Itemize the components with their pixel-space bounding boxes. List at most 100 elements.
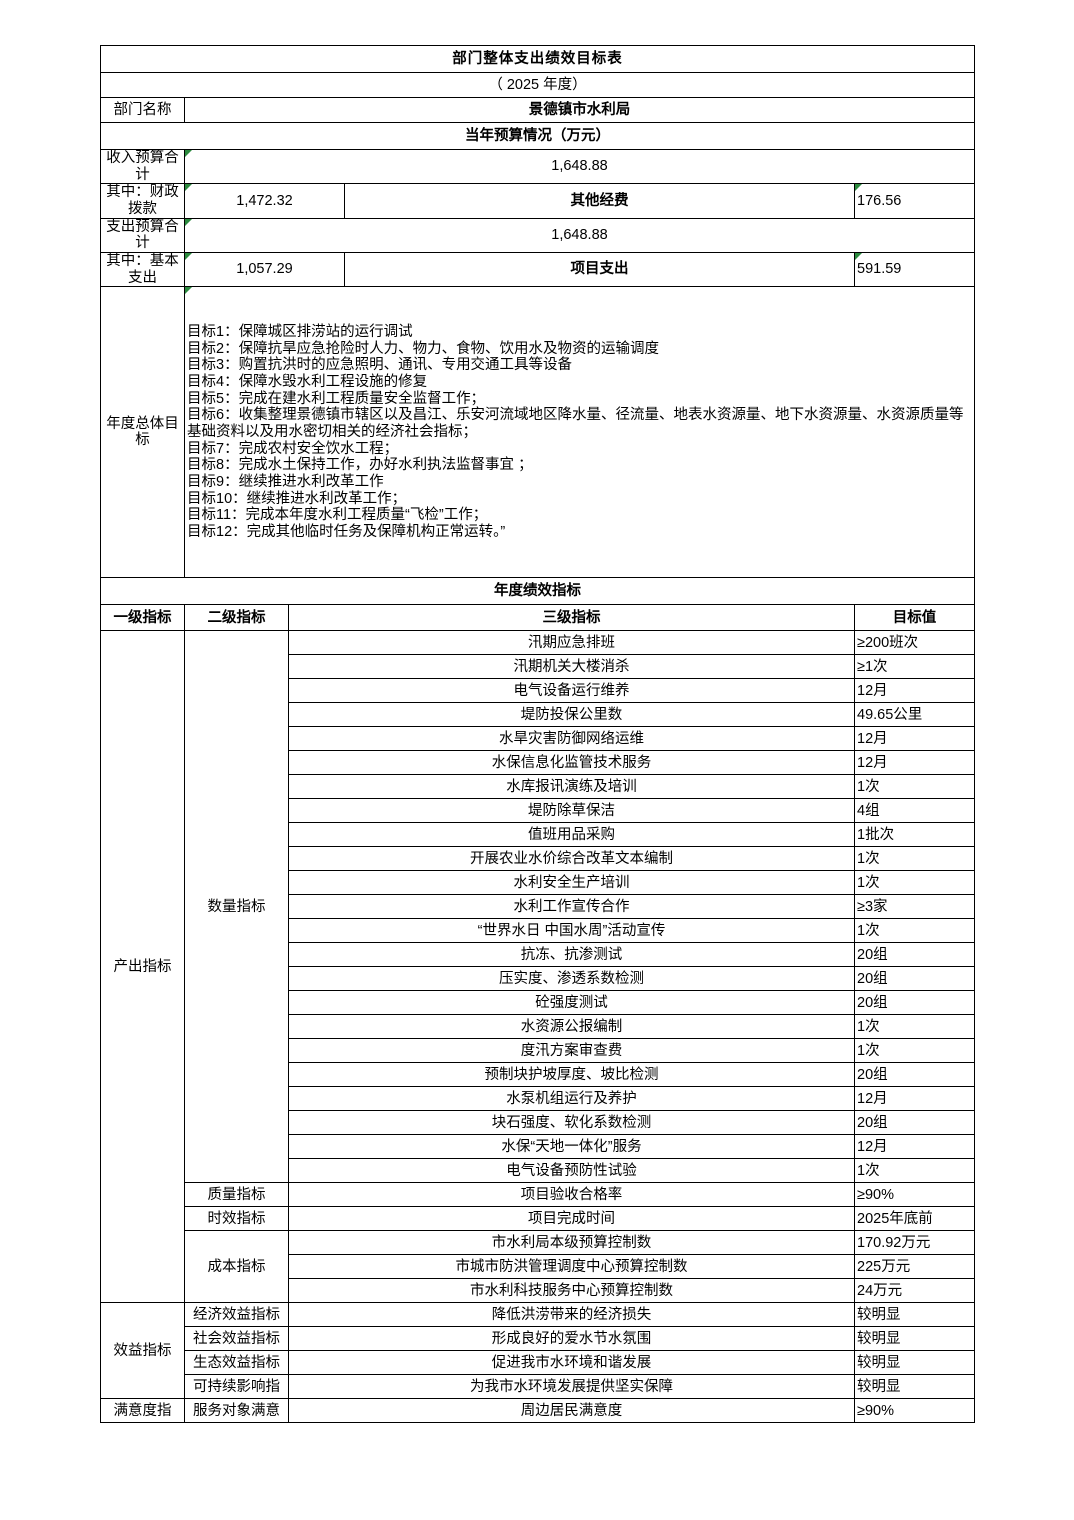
indicator-row: 水旱灾害防御网络运维 12月 xyxy=(101,726,975,752)
indicator-row: 水利安全生产培训 1次 xyxy=(101,870,975,896)
department-row: 部门名称 景德镇市水利局 xyxy=(100,97,975,123)
level3-indicator-name: 抗冻、抗渗测试 xyxy=(288,942,855,968)
header-level1: 一级指标 xyxy=(100,604,185,632)
indicator-target-value: 170.92万元 xyxy=(854,1230,975,1256)
level3-indicator-name: 预制块护坡厚度、坡比检测 xyxy=(288,1062,855,1088)
indicator-row: 水资源公报编制 1次 xyxy=(101,1014,975,1040)
level3-indicator-name: 电气设备预防性试验 xyxy=(288,1158,855,1184)
overall-goals-list: 目标1：保障城区排涝站的运行调试 目标2：保障抗旱应急抢险时人力、物力、食物、饮用… xyxy=(184,286,975,579)
goal-item: 目标9：继续推进水利改革工作 xyxy=(187,474,384,491)
level2-label: 经济效益指标 xyxy=(184,1302,289,1328)
indicator-target-value: 1次 xyxy=(854,774,975,800)
goal-item: 目标12：完成其他临时任务及保障机构正常运转。” xyxy=(187,524,506,541)
goal-item: 目标10：继续推进水利改革工作； xyxy=(187,490,407,507)
subtitle-row: （ 2025 年度） xyxy=(100,72,975,98)
level3-indicator-name: 堤防除草保洁 xyxy=(288,798,855,824)
indicator-row: 度汛方案审查费 1次 xyxy=(101,1038,975,1064)
indicator-row: 满意度指 服务对象满意 周边居民满意度 ≥90% xyxy=(100,1398,975,1424)
indicator-row: 产出指标 数量指标 汛期应急排班 ≥200班次 xyxy=(100,630,975,1304)
level3-indicator-name: 周边居民满意度 xyxy=(288,1398,855,1424)
level3-indicator-name: 值班用品采购 xyxy=(288,822,855,848)
level3-indicator-name: 水泵机组运行及养护 xyxy=(288,1086,855,1112)
level2-label: 服务对象满意 xyxy=(184,1398,289,1424)
level2-label: 成本指标 xyxy=(184,1230,289,1304)
level3-indicator-name: 市水利局本级预算控制数 xyxy=(288,1230,855,1256)
indicator-target-value: 12月 xyxy=(854,1086,975,1112)
goal-item: 目标4：保障水毁水利工程设施的修复 xyxy=(187,374,428,391)
header-target: 目标值 xyxy=(854,604,975,632)
indicator-row: 成本指标 市水利局本级预算控制数 170.92万元 xyxy=(101,1230,975,1304)
level2-label: 可持续影响指 xyxy=(184,1374,289,1400)
indicator-row: 水库报讯演练及培训 1次 xyxy=(101,774,975,800)
indicator-target-value: 20组 xyxy=(854,990,975,1016)
level3-indicator-name: 降低洪涝带来的经济损失 xyxy=(288,1302,855,1328)
level3-indicator-name: 水保“天地一体化”服务 xyxy=(288,1134,855,1160)
indicator-target-value: 20组 xyxy=(854,966,975,992)
title-row: 部门整体支出绩效目标表 xyxy=(100,45,975,73)
indicator-row: 堤防投保公里数 49.65公里 xyxy=(101,702,975,728)
indicator-row: 水保信息化监管技术服务 12月 xyxy=(101,750,975,776)
indicator-target-value: 12月 xyxy=(854,1134,975,1160)
indicator-target-value: ≥200班次 xyxy=(854,630,975,656)
indicator-target-value: 较明显 xyxy=(854,1374,975,1400)
expense-total-label: 支出预算合计 xyxy=(100,217,185,254)
level3-indicator-name: 汛期应急排班 xyxy=(288,630,855,656)
level3-indicator-name: 水利工作宣传合作 xyxy=(288,894,855,920)
level3-indicator-name: 水旱灾害防御网络运维 xyxy=(288,726,855,752)
indicator-target-value: 225万元 xyxy=(854,1254,975,1280)
level2-label: 社会效益指标 xyxy=(184,1326,289,1352)
indicator-row: 生态效益指标 促进我市水环境和谐发展 较明显 xyxy=(101,1350,975,1376)
overall-goals-row: 年度总体目标 目标1：保障城区排涝站的运行调试 目标2：保障抗旱应急抢险时人力、物… xyxy=(100,286,975,579)
income-total-value: 1,648.88 xyxy=(184,148,975,185)
goal-item: 目标11：完成本年度水利工程质量“飞检”工作； xyxy=(187,507,488,524)
level3-indicator-name: 堤防投保公里数 xyxy=(288,702,855,728)
indicator-target-value: ≥90% xyxy=(854,1182,975,1208)
level3-indicator-name: 为我市水环境发展提供坚实保障 xyxy=(288,1374,855,1400)
level3-indicator-name: 水资源公报编制 xyxy=(288,1014,855,1040)
level3-indicator-name: 水保信息化监管技术服务 xyxy=(288,750,855,776)
level1-label: 效益指标 xyxy=(100,1302,185,1400)
indicator-row: 水利工作宣传合作 ≥3家 xyxy=(101,894,975,920)
budget-row-expense-total: 支出预算合计 1,648.88 xyxy=(100,217,975,254)
level2-label: 生态效益指标 xyxy=(184,1350,289,1376)
indicator-row: 市水利科技服务中心预算控制数 24万元 xyxy=(101,1278,975,1304)
indicator-header-row: 一级指标 二级指标 三级指标 目标值 xyxy=(100,604,975,632)
indicator-row: 汛期机关大楼消杀 ≥1次 xyxy=(101,654,975,680)
level2-label: 质量指标 xyxy=(184,1182,289,1208)
indicator-target-value: ≥1次 xyxy=(854,654,975,680)
indicator-target-value: 1次 xyxy=(854,1038,975,1064)
level1-label: 产出指标 xyxy=(100,630,185,1304)
budget-row-income-total: 收入预算合计 1,648.88 xyxy=(100,148,975,185)
level3-indicator-name: 市水利科技服务中心预算控制数 xyxy=(288,1278,855,1304)
goal-item: 目标7：完成农村安全饮水工程； xyxy=(187,440,399,457)
indicator-target-value: 较明显 xyxy=(854,1350,975,1376)
level3-indicator-name: 砼强度测试 xyxy=(288,990,855,1016)
basic-expense-value: 1,057.29 xyxy=(184,252,345,288)
indicators-section-row: 年度绩效指标 xyxy=(100,577,975,606)
indicator-row: 市城市防洪管理调度中心预算控制数 225万元 xyxy=(101,1254,975,1280)
project-expense-label: 项目支出 xyxy=(344,252,855,288)
indicator-target-value: 20组 xyxy=(854,942,975,968)
level3-indicator-name: 压实度、渗透系数检测 xyxy=(288,966,855,992)
indicator-target-value: 1次 xyxy=(854,1158,975,1184)
project-expense-value: 591.59 xyxy=(854,252,975,288)
indicators-section-title: 年度绩效指标 xyxy=(100,577,975,606)
indicator-target-value: 12月 xyxy=(854,678,975,704)
level3-indicator-name: 度汛方案审查费 xyxy=(288,1038,855,1064)
indicator-row: 预制块护坡厚度、坡比检测 20组 xyxy=(101,1062,975,1088)
indicator-target-value: 1次 xyxy=(854,870,975,896)
indicator-target-value: 1次 xyxy=(854,918,975,944)
level3-indicator-name: 形成良好的爱水节水氛围 xyxy=(288,1326,855,1352)
level3-indicator-name: 水库报讯演练及培训 xyxy=(288,774,855,800)
goal-item: 目标6：收集整理景德镇市辖区以及昌江、乐安河流域地区降水量、径流量、地表水资源量… xyxy=(187,407,964,441)
main-table: 部门整体支出绩效目标表 （ 2025 年度） 部门名称 景德镇市水利局 当年预算… xyxy=(100,45,975,1424)
indicator-row: 质量指标 项目验收合格率 ≥90% xyxy=(101,1182,975,1208)
level3-indicator-name: 电气设备运行维养 xyxy=(288,678,855,704)
budget-section-row: 当年预算情况（万元） xyxy=(100,122,975,150)
indicator-row: 压实度、渗透系数检测 20组 xyxy=(101,966,975,992)
overall-goals-label: 年度总体目标 xyxy=(100,286,185,579)
document-subtitle: （ 2025 年度） xyxy=(100,72,975,98)
indicator-target-value: 较明显 xyxy=(854,1302,975,1328)
budget-row-basic-expense: 其中：基本支出 1,057.29 项目支出 591.59 xyxy=(100,252,975,288)
goal-item: 目标5：完成在建水利工程质量安全监督工作； xyxy=(187,390,486,407)
